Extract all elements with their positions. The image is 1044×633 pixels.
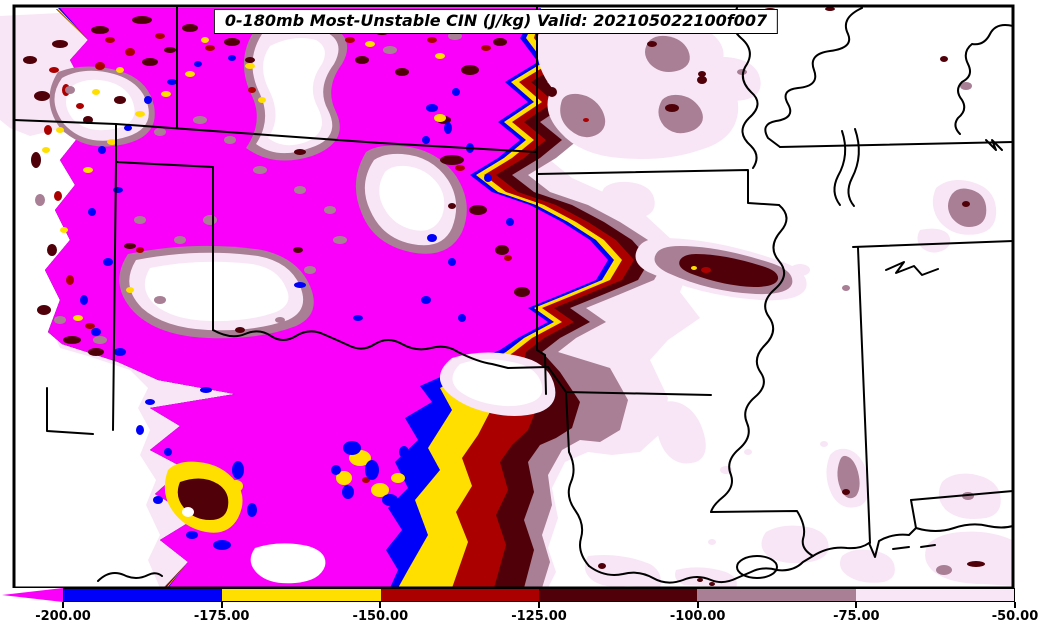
colorbar-tick (696, 602, 699, 608)
colorbar-scale (63, 588, 1015, 602)
colorbar-tick-label: -125.00 (511, 609, 567, 624)
colorbar-segment (64, 589, 223, 601)
colorbar: -200.00 -175.00 -150.00 -125.00 -100.00 -75.0… (0, 588, 1044, 633)
colorbar-segment (380, 589, 539, 601)
colorbar-segment (538, 589, 698, 601)
colorbar-tick-label: -75.00 (833, 609, 880, 624)
colorbar-tick (220, 602, 223, 608)
cin-contours (0, 7, 1012, 588)
colorbar-tick-label: -200.00 (35, 609, 91, 624)
colorbar-tick-label: -50.00 (991, 609, 1039, 624)
colorbar-underflow-arrow (2, 588, 63, 602)
mauve-speckles (35, 32, 462, 344)
gulf-patches (584, 473, 1012, 588)
colorbar-tick-label: -175.00 (193, 609, 250, 624)
colorbar-tick-label: -150.00 (352, 609, 409, 624)
colorbar-segment (697, 589, 856, 601)
colorbar-tick-label: -100.00 (669, 609, 726, 624)
colorbar-segment (855, 589, 1014, 601)
map-title: 0-180mb Most-Unstable CIN (J/kg) Valid: … (213, 9, 779, 34)
nm-pocket (119, 245, 314, 339)
state-borders (13, 5, 1014, 584)
co-ks-pocket (243, 22, 348, 161)
colorbar-tick (1014, 602, 1016, 608)
red-speckles (44, 33, 589, 490)
kansas-hole (355, 145, 467, 254)
arkansas-streak (635, 237, 807, 301)
colorbar-tick (62, 602, 64, 608)
colorbar-tick (538, 602, 540, 608)
eastern-patches (600, 56, 997, 545)
colorbar-segment (222, 589, 381, 601)
colorbar-tick (379, 602, 382, 608)
colorbar-tick (855, 602, 858, 608)
